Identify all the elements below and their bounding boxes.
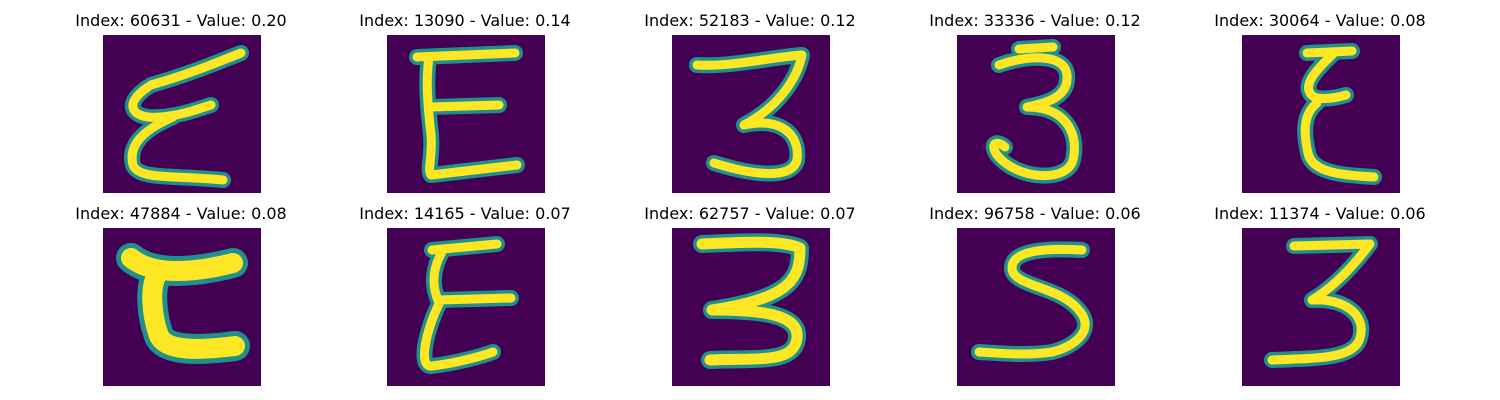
panel-8: Index: 62757 - Value: 0.07 — [630, 203, 870, 388]
digit-image — [672, 228, 830, 386]
panel-1: Index: 60631 - Value: 0.20 — [61, 10, 301, 195]
panel-title: Index: 33336 - Value: 0.12 — [929, 11, 1141, 30]
panel-2: Index: 13090 - Value: 0.14 — [345, 10, 585, 195]
panel-9: Index: 96758 - Value: 0.06 — [915, 203, 1155, 388]
panel-title: Index: 11374 - Value: 0.06 — [1214, 204, 1426, 223]
digit-image — [1242, 228, 1400, 386]
panel-7: Index: 14165 - Value: 0.07 — [345, 203, 585, 388]
digit-image — [387, 228, 545, 386]
panel-4: Index: 33336 - Value: 0.12 — [915, 10, 1155, 195]
panel-title: Index: 47884 - Value: 0.08 — [75, 204, 287, 223]
panel-title: Index: 96758 - Value: 0.06 — [929, 204, 1141, 223]
panel-title: Index: 60631 - Value: 0.20 — [75, 11, 287, 30]
panel-10: Index: 11374 - Value: 0.06 — [1200, 203, 1440, 388]
digit-image — [1242, 35, 1400, 193]
panel-title: Index: 62757 - Value: 0.07 — [644, 204, 856, 223]
digit-image — [103, 228, 261, 386]
digit-image — [957, 35, 1115, 193]
panel-title: Index: 30064 - Value: 0.08 — [1214, 11, 1426, 30]
panel-title: Index: 52183 - Value: 0.12 — [644, 11, 856, 30]
panel-6: Index: 47884 - Value: 0.08 — [61, 203, 301, 388]
panel-3: Index: 52183 - Value: 0.12 — [630, 10, 870, 195]
digit-image — [957, 228, 1115, 386]
digit-image — [387, 35, 545, 193]
panel-title: Index: 14165 - Value: 0.07 — [359, 204, 571, 223]
panel-title: Index: 13090 - Value: 0.14 — [359, 11, 571, 30]
digit-image — [672, 35, 830, 193]
digit-image — [103, 35, 261, 193]
panel-5: Index: 30064 - Value: 0.08 — [1200, 10, 1440, 195]
